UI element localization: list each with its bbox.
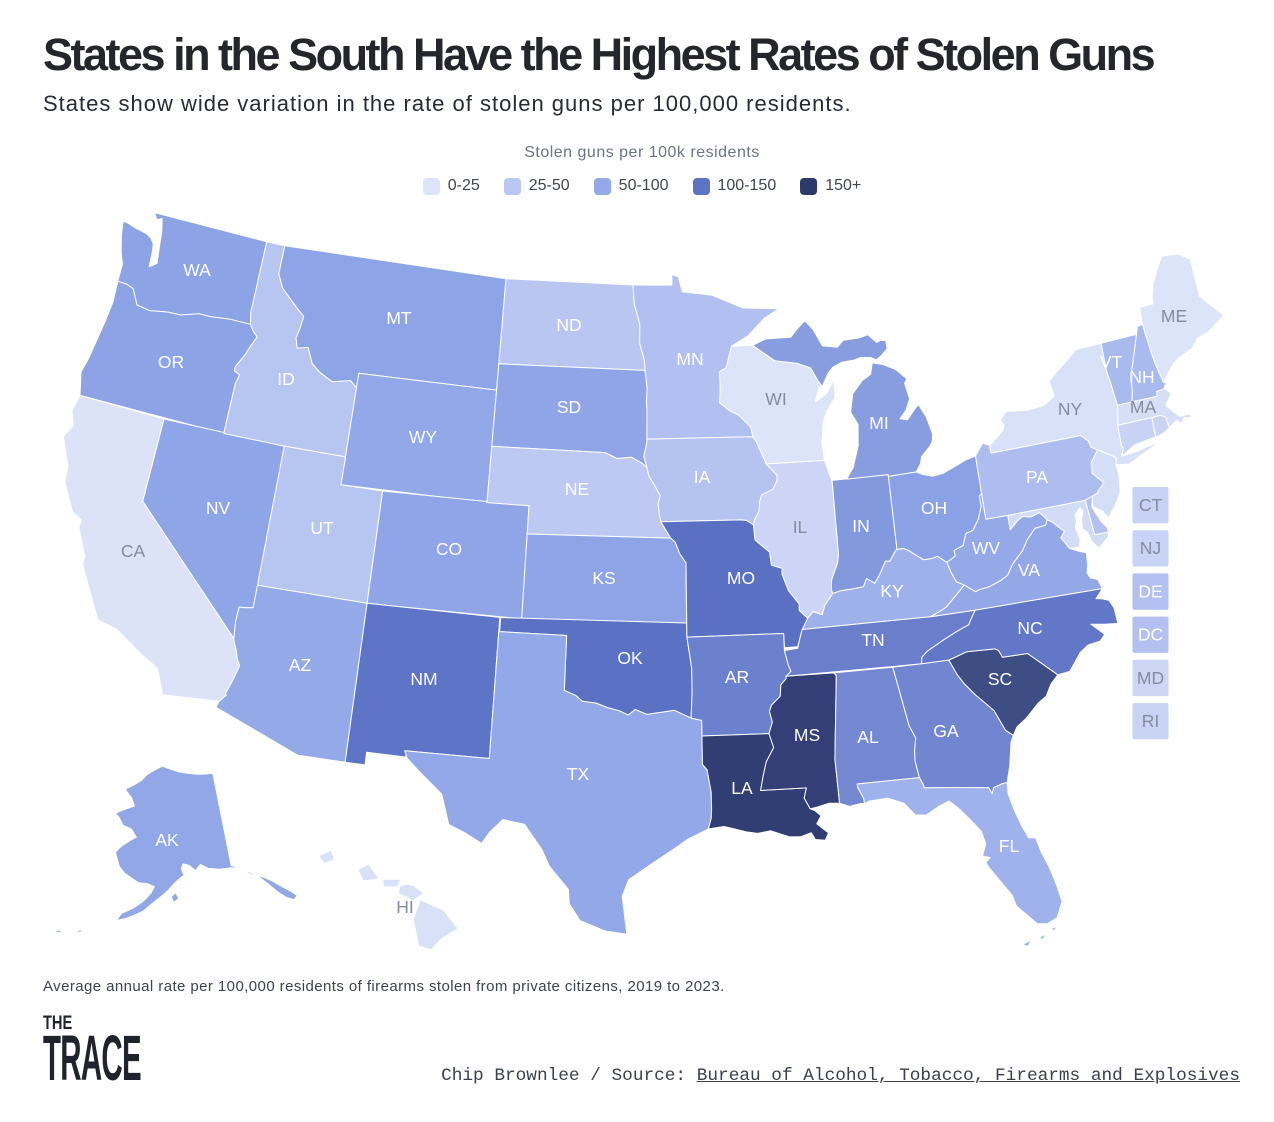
svg-text:VA: VA [1018, 560, 1040, 580]
svg-text:MO: MO [727, 568, 755, 588]
svg-text:MN: MN [676, 349, 703, 369]
svg-text:HI: HI [396, 897, 414, 917]
svg-text:OH: OH [921, 498, 947, 518]
svg-text:RI: RI [1142, 711, 1160, 731]
svg-text:NE: NE [565, 479, 589, 499]
svg-text:MT: MT [386, 308, 412, 328]
svg-text:MI: MI [869, 413, 888, 433]
svg-text:NH: NH [1129, 367, 1154, 387]
svg-text:ND: ND [556, 315, 581, 335]
svg-text:NM: NM [410, 669, 437, 689]
svg-text:OK: OK [617, 648, 643, 668]
svg-text:AZ: AZ [289, 655, 312, 675]
svg-text:SD: SD [557, 397, 581, 417]
svg-text:KY: KY [880, 581, 904, 601]
svg-text:IL: IL [793, 517, 808, 537]
svg-text:CA: CA [121, 541, 146, 561]
svg-text:WY: WY [409, 427, 438, 447]
svg-text:ME: ME [1161, 306, 1187, 326]
svg-text:AK: AK [155, 830, 179, 850]
svg-text:UT: UT [310, 518, 334, 538]
svg-text:KS: KS [592, 568, 615, 588]
svg-text:DE: DE [1138, 581, 1162, 601]
svg-text:IN: IN [852, 516, 870, 536]
svg-text:AR: AR [725, 667, 749, 687]
svg-text:ID: ID [277, 369, 295, 389]
svg-text:MS: MS [794, 725, 820, 745]
svg-text:MA: MA [1130, 397, 1157, 417]
svg-text:DC: DC [1138, 625, 1163, 645]
svg-text:PA: PA [1026, 467, 1048, 487]
svg-text:SC: SC [988, 669, 1012, 689]
svg-text:WA: WA [183, 260, 211, 280]
svg-text:IA: IA [694, 467, 711, 487]
svg-text:FL: FL [999, 836, 1020, 856]
svg-text:NV: NV [206, 498, 231, 518]
svg-text:NC: NC [1017, 618, 1042, 638]
svg-text:OR: OR [158, 352, 184, 372]
svg-text:CO: CO [436, 539, 462, 559]
svg-text:GA: GA [933, 721, 959, 741]
svg-text:NY: NY [1058, 399, 1083, 419]
svg-text:AL: AL [857, 727, 879, 747]
svg-text:WI: WI [765, 389, 786, 409]
svg-text:CT: CT [1139, 495, 1163, 515]
svg-text:NJ: NJ [1140, 538, 1161, 558]
svg-text:MD: MD [1137, 668, 1164, 688]
svg-text:TN: TN [861, 630, 884, 650]
svg-text:WV: WV [972, 538, 1001, 558]
svg-text:LA: LA [731, 778, 753, 798]
svg-text:VT: VT [1100, 352, 1123, 372]
svg-text:TX: TX [567, 764, 590, 784]
